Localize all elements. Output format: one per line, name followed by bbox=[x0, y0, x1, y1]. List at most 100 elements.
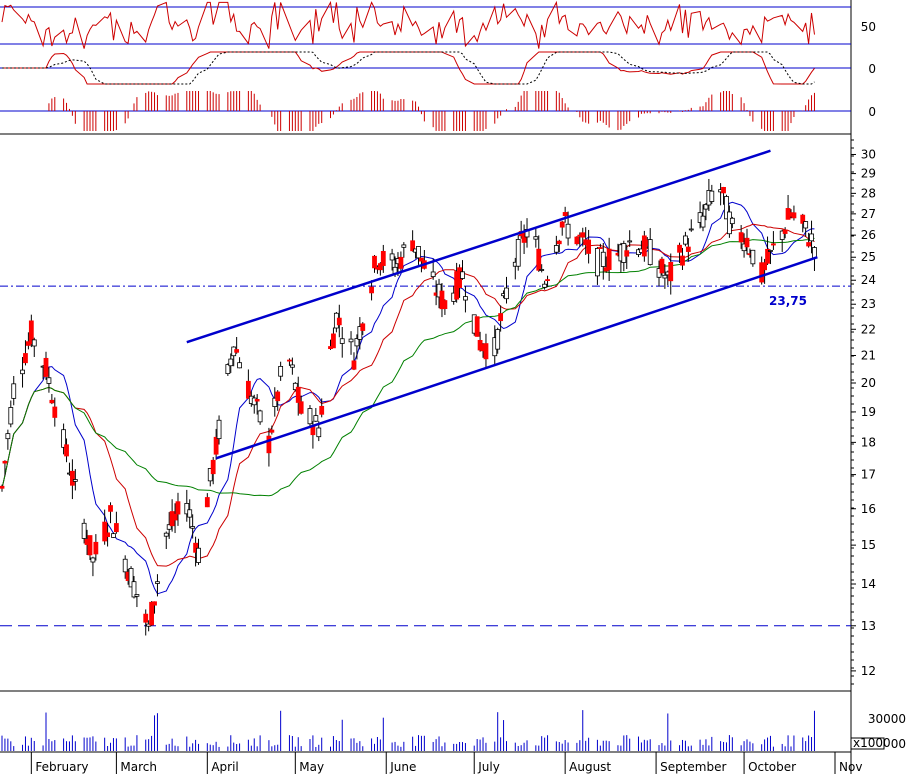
candle-body bbox=[401, 244, 407, 248]
level-label: 23,75 bbox=[769, 294, 807, 308]
candle-body bbox=[336, 317, 342, 326]
candle-body bbox=[700, 215, 706, 228]
candle-body bbox=[750, 249, 756, 265]
candle-body bbox=[152, 601, 157, 606]
candle-body bbox=[474, 316, 480, 337]
price-tick-label: 13 bbox=[861, 619, 876, 633]
candle-body bbox=[81, 522, 87, 539]
candle-body bbox=[659, 258, 665, 274]
candle-body bbox=[155, 581, 160, 584]
price-tick-label: 15 bbox=[861, 538, 876, 552]
axes: 12 13 14 15 16 17 18 19 20 21 22 23 24 25 26 27 28 29 30 Fe… bbox=[30, 139, 876, 774]
candle-body bbox=[759, 262, 765, 283]
candle-body bbox=[357, 326, 363, 340]
candle-body bbox=[483, 343, 489, 360]
candle-body bbox=[721, 186, 726, 194]
candle-body bbox=[565, 223, 571, 239]
candle-body bbox=[52, 406, 58, 418]
price-tick-label: 25 bbox=[861, 250, 876, 264]
candle-body bbox=[128, 568, 134, 588]
candle-body bbox=[624, 250, 630, 257]
candle-body bbox=[562, 212, 568, 216]
candle-body bbox=[533, 236, 539, 240]
candle-body bbox=[64, 444, 69, 457]
candle-body bbox=[196, 547, 201, 563]
price-tick-label: 30 bbox=[861, 147, 876, 161]
candle-body bbox=[339, 338, 345, 344]
candle-body bbox=[149, 601, 154, 626]
channel-line-upper bbox=[186, 149, 771, 344]
histogram-tick-label: 0 bbox=[868, 105, 876, 119]
candle-body bbox=[627, 240, 633, 243]
candle-body bbox=[237, 362, 242, 369]
candle-body bbox=[298, 401, 304, 414]
candle-body bbox=[190, 526, 196, 529]
candle-body bbox=[380, 250, 386, 266]
price-tick-label: 16 bbox=[861, 502, 876, 516]
candle-body bbox=[307, 408, 313, 425]
price-tick-label: 19 bbox=[861, 405, 876, 419]
candle-body bbox=[806, 242, 812, 247]
candle-body bbox=[389, 253, 395, 261]
price-tick-label: 29 bbox=[861, 167, 876, 181]
price-tick-label: 17 bbox=[861, 468, 876, 482]
candle-body bbox=[595, 248, 600, 277]
month-label: March bbox=[120, 760, 157, 774]
candle-body bbox=[369, 286, 374, 294]
month-label: September bbox=[660, 760, 726, 774]
candle-body bbox=[275, 391, 281, 402]
candle-body bbox=[738, 232, 744, 243]
candle-body bbox=[410, 240, 416, 252]
candle-body bbox=[580, 232, 586, 238]
month-label: Nov bbox=[839, 760, 862, 774]
month-label: May bbox=[299, 760, 324, 774]
candle-body bbox=[43, 357, 49, 377]
candle-body bbox=[744, 237, 750, 248]
candle-body bbox=[93, 541, 99, 555]
channel-line-lower bbox=[215, 256, 818, 460]
candle-body bbox=[331, 333, 336, 349]
candle-body bbox=[90, 557, 96, 563]
candle-body bbox=[207, 468, 213, 482]
candle-body bbox=[460, 271, 465, 279]
month-label: July bbox=[477, 760, 500, 774]
price-tick-label: 22 bbox=[861, 322, 876, 336]
candle-body bbox=[287, 359, 292, 362]
candle-body bbox=[495, 329, 501, 350]
candle-body bbox=[134, 594, 140, 597]
candle-body bbox=[8, 407, 14, 425]
candle-body bbox=[372, 255, 377, 269]
month-label: October bbox=[748, 760, 796, 774]
candle-body bbox=[741, 243, 747, 252]
candle-body bbox=[463, 296, 468, 301]
candle-body bbox=[269, 429, 275, 433]
candle-body bbox=[809, 233, 814, 242]
candle-body bbox=[768, 250, 773, 252]
candle-body bbox=[685, 246, 691, 252]
candle-body bbox=[377, 263, 383, 271]
candle-body bbox=[398, 256, 404, 269]
candle-body bbox=[504, 287, 509, 300]
candle-body bbox=[542, 283, 548, 288]
candle-body bbox=[574, 236, 580, 245]
candle-body bbox=[11, 383, 17, 399]
candle-body bbox=[360, 323, 366, 331]
candle-body bbox=[316, 427, 322, 438]
candle-body bbox=[430, 271, 436, 278]
candle-body bbox=[439, 290, 445, 310]
candle-body bbox=[245, 380, 251, 399]
macd-signal-line bbox=[2, 51, 815, 85]
histogram-panel: 0 bbox=[0, 91, 876, 131]
candle-body bbox=[597, 247, 603, 249]
candle-body bbox=[213, 436, 219, 455]
candle-body bbox=[278, 365, 284, 377]
candle-body bbox=[765, 248, 770, 264]
macd-tick-label: 0 bbox=[868, 62, 876, 76]
candle-body bbox=[600, 251, 606, 267]
month-label: April bbox=[211, 760, 238, 774]
candle-body bbox=[319, 405, 325, 415]
candle-body bbox=[729, 217, 735, 225]
candle-body bbox=[105, 532, 110, 537]
candle-body bbox=[2, 460, 8, 464]
candle-body bbox=[553, 245, 559, 253]
